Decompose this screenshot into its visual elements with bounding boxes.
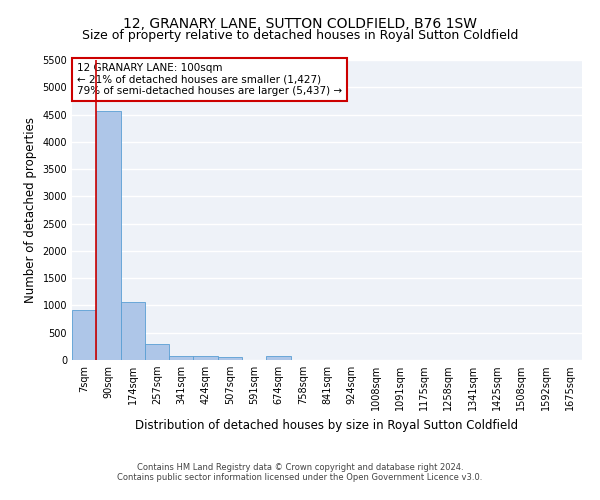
Text: Contains HM Land Registry data © Crown copyright and database right 2024.: Contains HM Land Registry data © Crown c… (137, 464, 463, 472)
Bar (96, 112, 121, 360)
Text: 12, GRANARY LANE, SUTTON COLDFIELD, B76 1SW: 12, GRANARY LANE, SUTTON COLDFIELD, B76 … (123, 18, 477, 32)
Bar (169, 356, 193, 360)
X-axis label: Distribution of detached houses by size in Royal Sutton Coldfield: Distribution of detached houses by size … (136, 418, 518, 432)
Bar (145, 344, 169, 360)
Bar (72, 310, 96, 360)
Text: Contains public sector information licensed under the Open Government Licence v3: Contains public sector information licen… (118, 474, 482, 482)
Bar (193, 356, 218, 360)
Text: Size of property relative to detached houses in Royal Sutton Coldfield: Size of property relative to detached ho… (82, 29, 518, 42)
Y-axis label: Number of detached properties: Number of detached properties (24, 117, 37, 303)
Bar (121, 302, 145, 360)
Text: 12 GRANARY LANE: 100sqm
← 21% of detached houses are smaller (1,427)
79% of semi: 12 GRANARY LANE: 100sqm ← 21% of detache… (77, 63, 342, 96)
Bar (218, 356, 242, 360)
Bar (266, 356, 290, 360)
